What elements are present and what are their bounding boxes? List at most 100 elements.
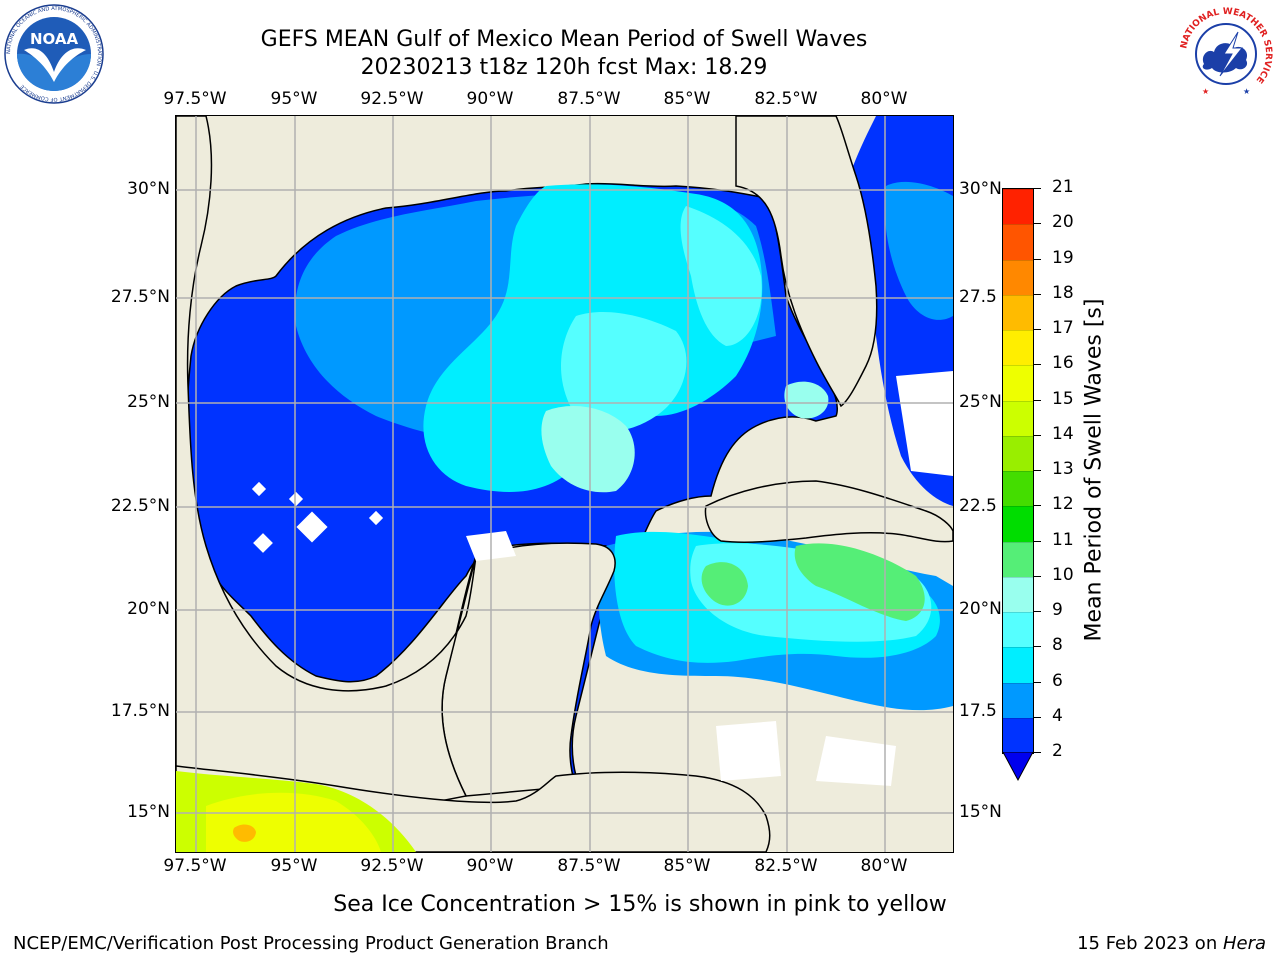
- colorbar-bin: [1003, 541, 1033, 577]
- colorbar-bin: [1003, 576, 1033, 612]
- lon-label-bottom: 90°W: [466, 856, 514, 876]
- chart-subtitle: 20230213 t18z 120h fcst Max: 18.29: [360, 55, 768, 80]
- colorbar-tick-mark: [1033, 258, 1041, 260]
- noaa-logo-text: NOAA: [30, 30, 79, 48]
- lon-label-bottom: 80°W: [860, 856, 908, 876]
- svg-text:★: ★: [1243, 87, 1250, 96]
- colorbar-bin: [1003, 435, 1033, 471]
- colorbar-tick-label: 6: [1052, 670, 1063, 691]
- lon-label-bottom: 85°W: [663, 856, 711, 876]
- colorbar-bin: [1003, 365, 1033, 401]
- missing-data-patch: [716, 721, 781, 781]
- colorbar-bin: [1003, 400, 1033, 436]
- lon-label-bottom: 92.5°W: [360, 856, 424, 876]
- colorbar-tick-label: 4: [1052, 705, 1063, 726]
- lon-label-bottom: 95°W: [270, 856, 318, 876]
- colorbar-tick-mark: [1033, 434, 1041, 436]
- lon-label-top: 92.5°W: [360, 89, 424, 109]
- map-panel[interactable]: [175, 115, 954, 853]
- colorbar-tick-label: 19: [1052, 247, 1074, 268]
- lat-label-left: 17.5°N: [110, 701, 170, 721]
- swell-band-9-10s: [784, 381, 829, 419]
- colorbar-tick-label: 18: [1052, 282, 1074, 303]
- lat-label-left: 27.5°N: [110, 287, 170, 307]
- colorbar-tick-mark: [1033, 329, 1041, 330]
- colorbar-tick-mark: [1033, 540, 1041, 542]
- footer-date: 15 Feb 2023 on Hera: [1077, 933, 1266, 954]
- lon-label-bottom: 87.5°W: [557, 856, 621, 876]
- cuba-land: [704, 480, 953, 543]
- colorbar-bin: [1003, 224, 1033, 260]
- colorbar-tick-label: 20: [1052, 212, 1074, 233]
- swell-band-8-9s: [680, 206, 762, 346]
- missing-data-patch: [368, 510, 384, 526]
- colorbar: [1002, 188, 1036, 784]
- footer-date-text: 15 Feb 2023 on: [1077, 933, 1223, 954]
- colorbar-tick-mark: [1033, 752, 1041, 753]
- colorbar-bin: [1003, 717, 1033, 753]
- colorbar-tick-label: 21: [1052, 177, 1074, 197]
- colorbar-tick-mark: [1033, 188, 1041, 189]
- missing-data-patch: [251, 481, 267, 497]
- colorbar-bin: [1003, 682, 1033, 718]
- lat-label-right: 20°N: [959, 599, 1002, 619]
- lon-label-top: 85°W: [663, 89, 711, 109]
- map-canvas: [176, 116, 953, 852]
- colorbar-tick-label: 12: [1052, 494, 1074, 515]
- lat-label-right: 25°N: [959, 392, 1002, 412]
- footer-host: Hera: [1222, 933, 1266, 954]
- lon-label-top: 97.5°W: [163, 89, 227, 109]
- lon-label-top: 80°W: [860, 89, 908, 109]
- lon-label-bottom: 82.5°W: [754, 856, 818, 876]
- colorbar-tick-mark: [1033, 646, 1041, 648]
- lat-label-left: 15°N: [127, 802, 170, 822]
- lat-label-right: 22.5: [959, 496, 997, 516]
- lat-label-left: 25°N: [127, 392, 170, 412]
- colorbar-bin: [1003, 506, 1033, 542]
- colorbar-tick-mark: [1033, 399, 1041, 401]
- missing-data-patch: [288, 491, 304, 507]
- lat-label-left: 22.5°N: [110, 496, 170, 516]
- colorbar-tick-label: 8: [1052, 635, 1063, 656]
- lon-label-top: 95°W: [270, 89, 318, 109]
- colorbar-bin: [1003, 612, 1033, 648]
- colorbar-tick-label: 11: [1052, 529, 1074, 550]
- colorbar-bins: [1002, 188, 1034, 754]
- pacific-swell-peak: [233, 824, 256, 842]
- lon-label-top: 87.5°W: [557, 89, 621, 109]
- colorbar-tick-mark: [1033, 223, 1041, 225]
- colorbar-tick-label: 14: [1052, 423, 1074, 444]
- footer-credit: NCEP/EMC/Verification Post Processing Pr…: [13, 933, 609, 954]
- colorbar-extend-arrow: [1002, 752, 1034, 782]
- colorbar-tick-label: 10: [1052, 564, 1074, 585]
- missing-data-patch: [816, 736, 896, 786]
- colorbar-tick-label: 16: [1052, 353, 1074, 374]
- colorbar-tick-label: 15: [1052, 388, 1074, 409]
- map-gridlines: [176, 116, 953, 852]
- florida-land: [735, 116, 878, 408]
- lat-label-right: 27.5: [959, 287, 997, 307]
- lat-label-left: 20°N: [127, 599, 170, 619]
- chart-title: GEFS MEAN Gulf of Mexico Mean Period of …: [260, 27, 868, 52]
- colorbar-tick-mark: [1033, 505, 1041, 507]
- lat-label-right: 15°N: [959, 802, 1002, 822]
- colorbar-tick-label: 9: [1052, 600, 1063, 620]
- colorbar-tick-mark: [1033, 716, 1041, 718]
- lat-label-right: 30°N: [959, 179, 1002, 199]
- colorbar-tick-mark: [1033, 364, 1041, 366]
- lat-label-right: 17.5: [959, 701, 997, 721]
- colorbar-label: Mean Period of Swell Waves [s]: [1081, 298, 1107, 642]
- colorbar-tick-label: 13: [1052, 459, 1074, 479]
- colorbar-tick-mark: [1033, 611, 1041, 612]
- colorbar-bin: [1003, 259, 1033, 295]
- colorbar-tick-label: 2: [1052, 741, 1063, 761]
- swell-band-10-11s: [794, 543, 925, 621]
- colorbar-bin: [1003, 471, 1033, 507]
- lon-label-top: 90°W: [466, 89, 514, 109]
- atlantic-swell-band: [884, 181, 953, 320]
- swell-band-8-9s: [561, 311, 687, 431]
- lon-label-bottom: 97.5°W: [163, 856, 227, 876]
- ice-note: Sea Ice Concentration > 15% is shown in …: [333, 892, 947, 917]
- colorbar-tick-mark: [1033, 470, 1041, 471]
- missing-data-patch: [896, 371, 953, 476]
